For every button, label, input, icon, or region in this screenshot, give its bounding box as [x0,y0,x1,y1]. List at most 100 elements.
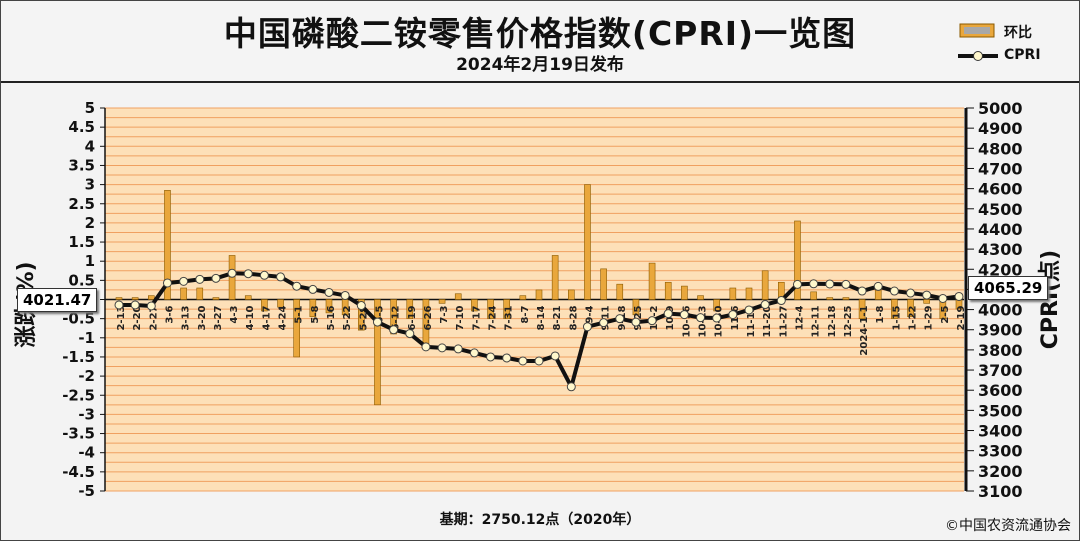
cpri-point [486,352,496,362]
right-tick-label: 3300 [978,442,1023,461]
right-tick-label: 4400 [978,220,1023,239]
cpri-point [728,310,738,320]
bar [325,299,333,314]
cpri-point [938,293,948,303]
cpri-point [760,300,770,310]
cpri-point [162,278,172,288]
category-label: 11-20 [762,305,773,337]
legend-item-bar: 环比 [956,21,1066,41]
bar [616,283,624,300]
category-label: 1-8 [875,305,886,323]
category-label: 10-9 [665,305,676,330]
cpri-point [179,276,189,286]
category-label: 5-8 [310,305,321,323]
right-tick-label: 4200 [978,260,1023,279]
left-tick-label: -1.5 [62,348,95,366]
category-label: 2024-1-1 [859,305,870,355]
chart-title: 中国磷酸二铵零售价格指数(CPRI)一览图 [223,14,857,53]
left-tick-label: 0.5 [68,271,95,289]
left-value-callout: 4021.47 [17,288,98,312]
legend-bar-swatch [959,23,995,38]
bar [858,299,866,319]
bar [374,299,381,406]
bar [293,299,300,358]
right-tick-label: 3500 [978,401,1023,420]
category-label: 6-5 [374,305,385,323]
cpri-point [259,270,269,280]
cpri-point [421,342,431,352]
category-label: 4-24 [278,305,289,330]
category-label: 3-27 [213,305,224,330]
cpri-point [195,274,205,284]
legend: 环比 CPRI [956,19,1066,71]
bar [794,220,801,300]
category-label: 1-22 [908,305,919,330]
bar [164,190,171,300]
bar [406,299,414,319]
category-label: 4-3 [229,305,240,323]
category-label: 3-13 [181,305,192,330]
category-label: 10-16 [681,305,692,337]
bar [487,299,494,319]
category-label: 8-28 [568,305,579,330]
cpri-point [276,272,286,282]
chart-header: 中国磷酸二铵零售价格指数(CPRI)一览图 2024年2月19日发布 环比 CP… [1,1,1079,83]
right-tick-label: 3700 [978,361,1023,380]
category-label: 12-18 [827,305,838,337]
category-label: 2-19 [956,305,967,330]
cpri-point [906,288,916,298]
right-tick-label: 3100 [978,482,1023,501]
bar [212,297,220,300]
right-tick-label: 3600 [978,381,1023,400]
bar [874,289,882,300]
bar [503,299,510,319]
right-tick-label: 5000 [978,99,1023,118]
cpri-point [437,343,447,353]
bar [535,289,543,300]
right-tick-label: 4600 [978,180,1023,199]
cpri-point [792,279,802,289]
cpri-point [809,279,819,289]
right-tick-label: 4900 [978,119,1023,138]
category-label: 3-20 [197,305,208,330]
cpri-point [566,382,576,392]
bar [519,295,527,300]
category-label: 10-23 [698,305,709,337]
legend-item-line: CPRI [956,46,1066,66]
bar [664,281,672,300]
cpri-point [405,329,415,339]
category-label: 11-27 [778,305,789,337]
cpri-point [372,317,382,327]
chart-plot: 54.543.532.521.510.50-0.5-1-1.5-2-2.5-3-… [14,99,1063,501]
bar [261,299,268,312]
right-value-callout: 4065.29 [968,276,1049,300]
category-label: 5-16 [326,305,337,330]
right-tick-label: 3400 [978,422,1023,441]
cpri-point [340,290,350,300]
left-tick-label: -5 [78,482,95,500]
left-tick-label: 2.5 [68,195,95,213]
cpri-point [114,300,124,310]
bar [438,299,446,304]
category-label: 7-10 [455,305,466,330]
left-tick-label: -4.5 [62,463,95,481]
cpri-point [582,322,592,332]
bar [115,297,123,300]
left-tick-label: -3.5 [62,425,95,443]
cpri-point [292,281,302,291]
category-label: 2-27 [148,305,159,330]
cpri-point [146,301,156,311]
bar [826,297,834,300]
cpri-point [857,286,867,296]
cpri-point [130,300,140,310]
legend-label-bar: 环比 [1004,25,1032,41]
category-label: 1-15 [891,305,902,330]
left-tick-label: 3 [85,176,95,194]
cpri-point [324,287,334,297]
category-label: 6-26 [423,305,434,330]
chart-subtitle: 2024年2月19日发布 [456,55,624,75]
cpri-point [599,318,609,328]
category-label: 12-25 [843,305,854,337]
right-tick-label: 4800 [978,139,1023,158]
base-period-note: 基期：2750.12点（2020年） [439,512,641,528]
